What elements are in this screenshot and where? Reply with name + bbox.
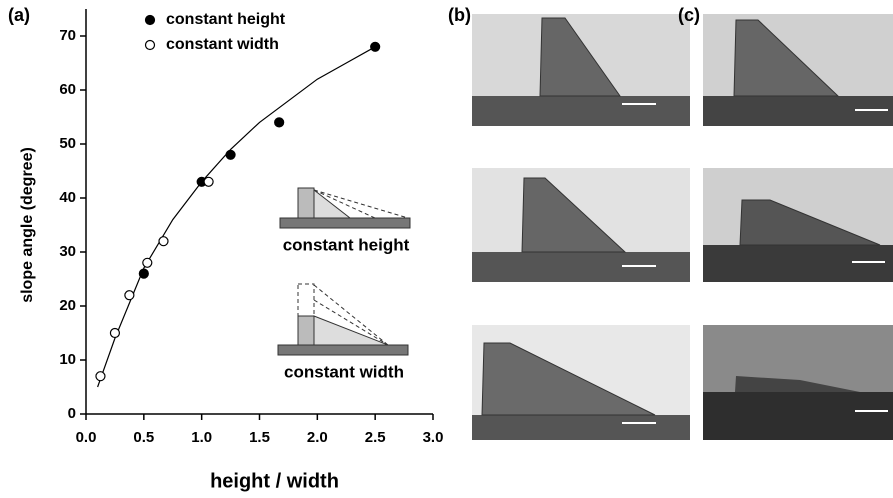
panel-label: (c) <box>678 5 700 25</box>
data-point <box>159 237 168 246</box>
legend-marker <box>146 16 155 25</box>
data-point <box>226 150 235 159</box>
inset-diagrams <box>278 188 410 355</box>
y-tick-label: 70 <box>59 27 76 44</box>
x-tick-label: 0.0 <box>76 429 97 446</box>
x-tick-label: 0.5 <box>133 429 154 446</box>
sem-images <box>472 14 893 440</box>
data-point <box>143 258 152 267</box>
x-axis-label: height / width <box>210 470 339 492</box>
inset-label: constant width <box>284 362 404 381</box>
y-tick-label: 50 <box>59 135 76 152</box>
inset-label: constant height <box>283 235 410 254</box>
data-point <box>204 177 213 186</box>
legend-marker <box>146 41 155 50</box>
data-point <box>125 291 134 300</box>
data-point <box>371 42 380 51</box>
x-tick-label: 3.0 <box>423 429 444 446</box>
x-tick-label: 2.0 <box>307 429 328 446</box>
y-tick-label: 40 <box>59 189 76 206</box>
figure: 0 10 20 30 40 50 60 70 0.0 0.5 1.0 1.5 2.0 2.5 3.0 heig… <box>0 0 893 498</box>
y-tick-label: 60 <box>59 81 76 98</box>
data-point <box>96 372 105 381</box>
panel-label: (a) <box>8 5 30 25</box>
legend-label: constant width <box>166 36 279 53</box>
legend-label: constant height <box>166 11 286 28</box>
y-tick-label: 30 <box>59 243 76 260</box>
y-tick-label: 10 <box>59 351 76 368</box>
y-tick-label: 0 <box>68 405 76 422</box>
x-tick-label: 2.5 <box>365 429 386 446</box>
x-tick-label: 1.5 <box>249 429 270 446</box>
y-axis-label: slope angle (degree) <box>19 147 36 303</box>
data-point <box>110 329 119 338</box>
x-tick-label: 1.0 <box>191 429 212 446</box>
data-point <box>139 269 148 278</box>
y-tick-label: 20 <box>59 297 76 314</box>
panel-label: (b) <box>448 5 471 25</box>
data-point <box>275 118 284 127</box>
